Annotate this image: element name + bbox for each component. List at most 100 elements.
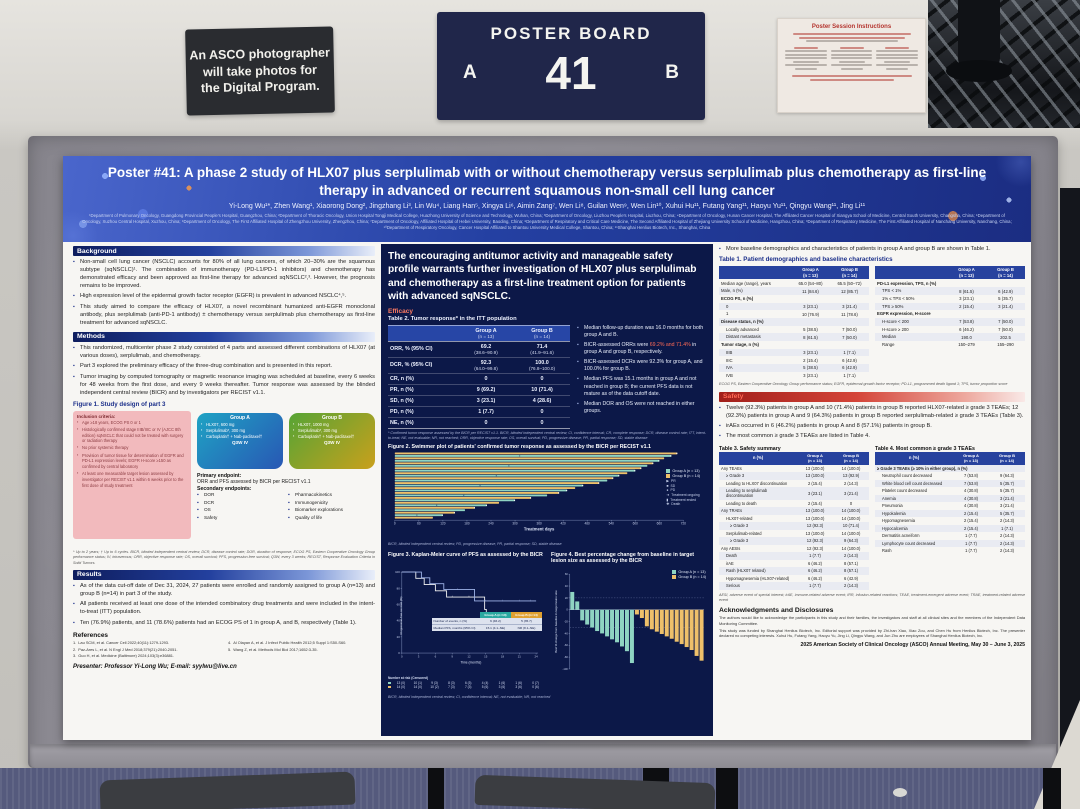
table3-row: irAE 6 (46.2) 8 (57.1) bbox=[726, 560, 859, 566]
svg-text:18: 18 bbox=[501, 655, 505, 659]
acknowledgment-line: This study was funded by Shanghai Henliu… bbox=[719, 627, 1025, 639]
table1-row: Locally advanced 5 (38.5) 7 (50.0) bbox=[726, 326, 857, 332]
svg-text:660: 660 bbox=[657, 522, 663, 526]
table3-row: ≥ Grade 3 12 (92.3) 9 (64.3) bbox=[719, 537, 869, 545]
methods-bullet: This randomized, multicenter phase 2 stu… bbox=[73, 345, 375, 361]
table3-row: Rash (HLX07 related) 6 (46.2) 8 (57.1) bbox=[719, 567, 869, 575]
chair-caster bbox=[893, 788, 907, 797]
inclusion-criteria-box: Inclusion criteria: Age ≥18 years, ECOG … bbox=[73, 410, 191, 539]
table2-row: PR, n (%) 9 (69.2) 10 (71.4) bbox=[388, 383, 570, 395]
svg-text:+: + bbox=[451, 596, 453, 600]
ceiling-duct bbox=[946, 0, 1012, 82]
secondary-endpoint: Quality of life bbox=[288, 515, 375, 522]
secondary-endpoint: DOR bbox=[197, 492, 284, 499]
swimmer-legend: Group A (n = 13) Group B (n = 14) ▶ PR ■ SD… bbox=[666, 469, 700, 507]
background-section-header: Background bbox=[73, 246, 375, 256]
group-a-box: Group A HLX07, 600 mgSerplulimab*, 300 m… bbox=[197, 412, 283, 469]
table3-row: Leading to death 2 (15.4) 0 bbox=[726, 500, 853, 506]
results-bullets: As of the data cut-off date of Dec 31, 2… bbox=[73, 583, 375, 628]
svg-text:0: 0 bbox=[566, 608, 568, 612]
group-a-title: Group A bbox=[230, 414, 250, 421]
blurred-text-line bbox=[805, 40, 898, 42]
table1-row: PD-L1 expression, TPS, n (%) bbox=[877, 280, 937, 286]
km-inset-table: Group A (n=13) Group B (n=14) Number of … bbox=[432, 612, 542, 632]
group-b-color-chip bbox=[666, 474, 671, 479]
svg-text:80: 80 bbox=[397, 587, 401, 591]
primary-endpoint-text: ORR and PFS assessed by BICR per RECIST … bbox=[197, 478, 311, 485]
efficacy-bullet: BICR-assessed ORRs were 69.2% and 71.4% … bbox=[577, 342, 706, 357]
figure2-swimmer-plot: 0 60 120 180 240 300 360 420 480 540 600 660 720 Trea… bbox=[388, 451, 706, 540]
group-b-title: Group B bbox=[322, 414, 342, 421]
group-b-item: Carboplatin† + Nab-paclitaxel† bbox=[293, 434, 371, 439]
group-b-box: Group B HLX07, 1000 mgSerplulimab*, 300 … bbox=[289, 412, 375, 469]
table1-row: H-score < 200 7 (53.8) 7 (50.0) bbox=[875, 317, 1025, 326]
svg-text:+: + bbox=[485, 600, 487, 604]
svg-text:420: 420 bbox=[561, 522, 567, 526]
svg-text:60: 60 bbox=[417, 522, 421, 526]
endpoints: Primary endpoint: ORR and PFS assessed b… bbox=[197, 473, 375, 523]
efficacy-bullet: Median DOR and OS were not reached in ei… bbox=[577, 401, 706, 416]
group-b-item: HLX07, 1000 mg bbox=[293, 422, 371, 427]
table4-row: Rash 1 (7.7) 2 (14.3) bbox=[882, 548, 1015, 554]
secondary-endpoint: Immunogenicity bbox=[288, 500, 375, 507]
inclusion-item: At least one measurable target lesion as… bbox=[77, 471, 187, 488]
table4-row: Anemia 4 (30.8) 3 (21.4) bbox=[875, 494, 1025, 503]
svg-text:540: 540 bbox=[609, 522, 615, 526]
table4-row: Hypocalcemia 2 (15.4) 1 (7.1) bbox=[875, 524, 1025, 533]
efficacy-bullets: Median follow-up duration was 16.0 month… bbox=[577, 325, 706, 429]
table3-safety-summary: n (%) Group A (n = 13) Group B (n = 14) An… bbox=[719, 451, 869, 590]
table1-row: H-score ≥ 200 6 (46.2) 7 (50.0) bbox=[882, 326, 1013, 332]
svg-text:15: 15 bbox=[484, 655, 488, 659]
svg-text:100: 100 bbox=[395, 570, 400, 574]
table1-row: 1% ≤ TPS < 50% 3 (23.1) 5 (35.7) bbox=[882, 296, 1013, 302]
svg-text:20: 20 bbox=[397, 635, 401, 639]
km-inset-row: Number of events, n (%) 6 (46.2) 5 (35.7… bbox=[432, 618, 542, 625]
blurred-text-line bbox=[792, 33, 911, 35]
center-panel: The encouraging antitumor activity and m… bbox=[381, 244, 713, 736]
orr-highlight: 69.2% and 71.4% bbox=[649, 341, 691, 348]
swimmer-marker-legend-item: ■ SD bbox=[666, 483, 676, 488]
reference-item: 4. Al Olayan A, et al. J Infect Public He… bbox=[228, 640, 347, 646]
efficacy-bullet: BICR-assessed DCRs were 92.3% for group … bbox=[577, 359, 706, 374]
person-leg bbox=[716, 768, 738, 809]
table3-row: Any AESIs 12 (92.3) 14 (100.0) bbox=[721, 545, 861, 551]
table1-row: Distant metastasis 8 (61.5) 7 (50.0) bbox=[719, 333, 869, 341]
ceiling-trusses bbox=[928, 0, 1080, 128]
svg-text:240: 240 bbox=[488, 522, 494, 526]
group-b-item: Serplulimab*, 300 mg bbox=[293, 428, 371, 433]
table1-row: Median age (range), years 65.0 (54–80) 65.… bbox=[721, 280, 862, 286]
table2-row: CR, n (%) 0 0 bbox=[388, 372, 570, 384]
acknowledgment-line: The authors would like to acknowledge th… bbox=[719, 615, 1025, 626]
km-plot-svg: 0 20 40 60 80 100 0 3 6 9 12 15 18 21 24 Time (months) P… bbox=[395, 570, 538, 665]
key-conclusion: The encouraging antitumor activity and m… bbox=[388, 251, 697, 303]
poster-affiliations: ¹Department of Pulmonary Oncology, Guang… bbox=[82, 213, 1012, 231]
table3-row: Serious 1 (7.7) 2 (14.3) bbox=[719, 582, 869, 590]
secondary-endpoint: Biomarker explorations bbox=[288, 507, 375, 514]
table2-row: NE, n (%) 0 0 bbox=[388, 416, 570, 428]
table1-row: Male, n (%) 11 (84.6) 12 (85.7) bbox=[719, 287, 869, 295]
results-bullet: All patients received at least one dose … bbox=[73, 601, 375, 617]
svg-text:6: 6 bbox=[435, 655, 437, 659]
table4-row: White blood cell count decreased 7 (53.8)… bbox=[875, 479, 1025, 488]
table1-row: IIIC 2 (15.4) 6 (42.9) bbox=[726, 357, 857, 363]
conference-footer: 2025 American Society of Clinical Oncolo… bbox=[800, 641, 1025, 648]
secondary-endpoint: DCR bbox=[197, 500, 284, 507]
figure2-footnote: BICR, blinded independent central review… bbox=[388, 542, 562, 547]
svg-text:+: + bbox=[518, 600, 520, 604]
group-a-schedule: Q3W IV bbox=[231, 440, 249, 446]
table4-caption: Table 4. Most common ≥ grade 3 TEAEs bbox=[875, 445, 975, 452]
svg-text:0: 0 bbox=[401, 655, 403, 659]
instructions-title: Poster Session Instructions bbox=[811, 24, 892, 30]
table1-row: Tumor stage, n (%) bbox=[721, 342, 759, 348]
group-a-item: Carboplatin† + Nab-paclitaxel† bbox=[201, 434, 279, 439]
table3-row: Any TRAEs 13 (100.0) 14 (100.0) bbox=[719, 507, 869, 515]
table4-row: Platelet count decreased 4 (30.8) 5 (35.7) bbox=[882, 488, 1015, 494]
results-bullet: Ten (76.9%) patients, and 11 (78.6%) pat… bbox=[73, 620, 375, 628]
table4-row: Hypomagnesemia 2 (15.4) 2 (14.3) bbox=[882, 518, 1015, 524]
svg-text:Time (months): Time (months) bbox=[461, 661, 482, 665]
table2-tumor-response: Group A (n = 13) Group B (n = 14) ORR, % (… bbox=[388, 324, 570, 429]
reference-item: 3. Guo H, et al. Medicine (Baltimore) 202… bbox=[73, 652, 175, 658]
poster-authors: Yi-Long Wu¹*, Zhen Wang¹, Xiaorong Dong²… bbox=[228, 203, 866, 211]
right-column: More baseline demographics and character… bbox=[719, 246, 1025, 648]
